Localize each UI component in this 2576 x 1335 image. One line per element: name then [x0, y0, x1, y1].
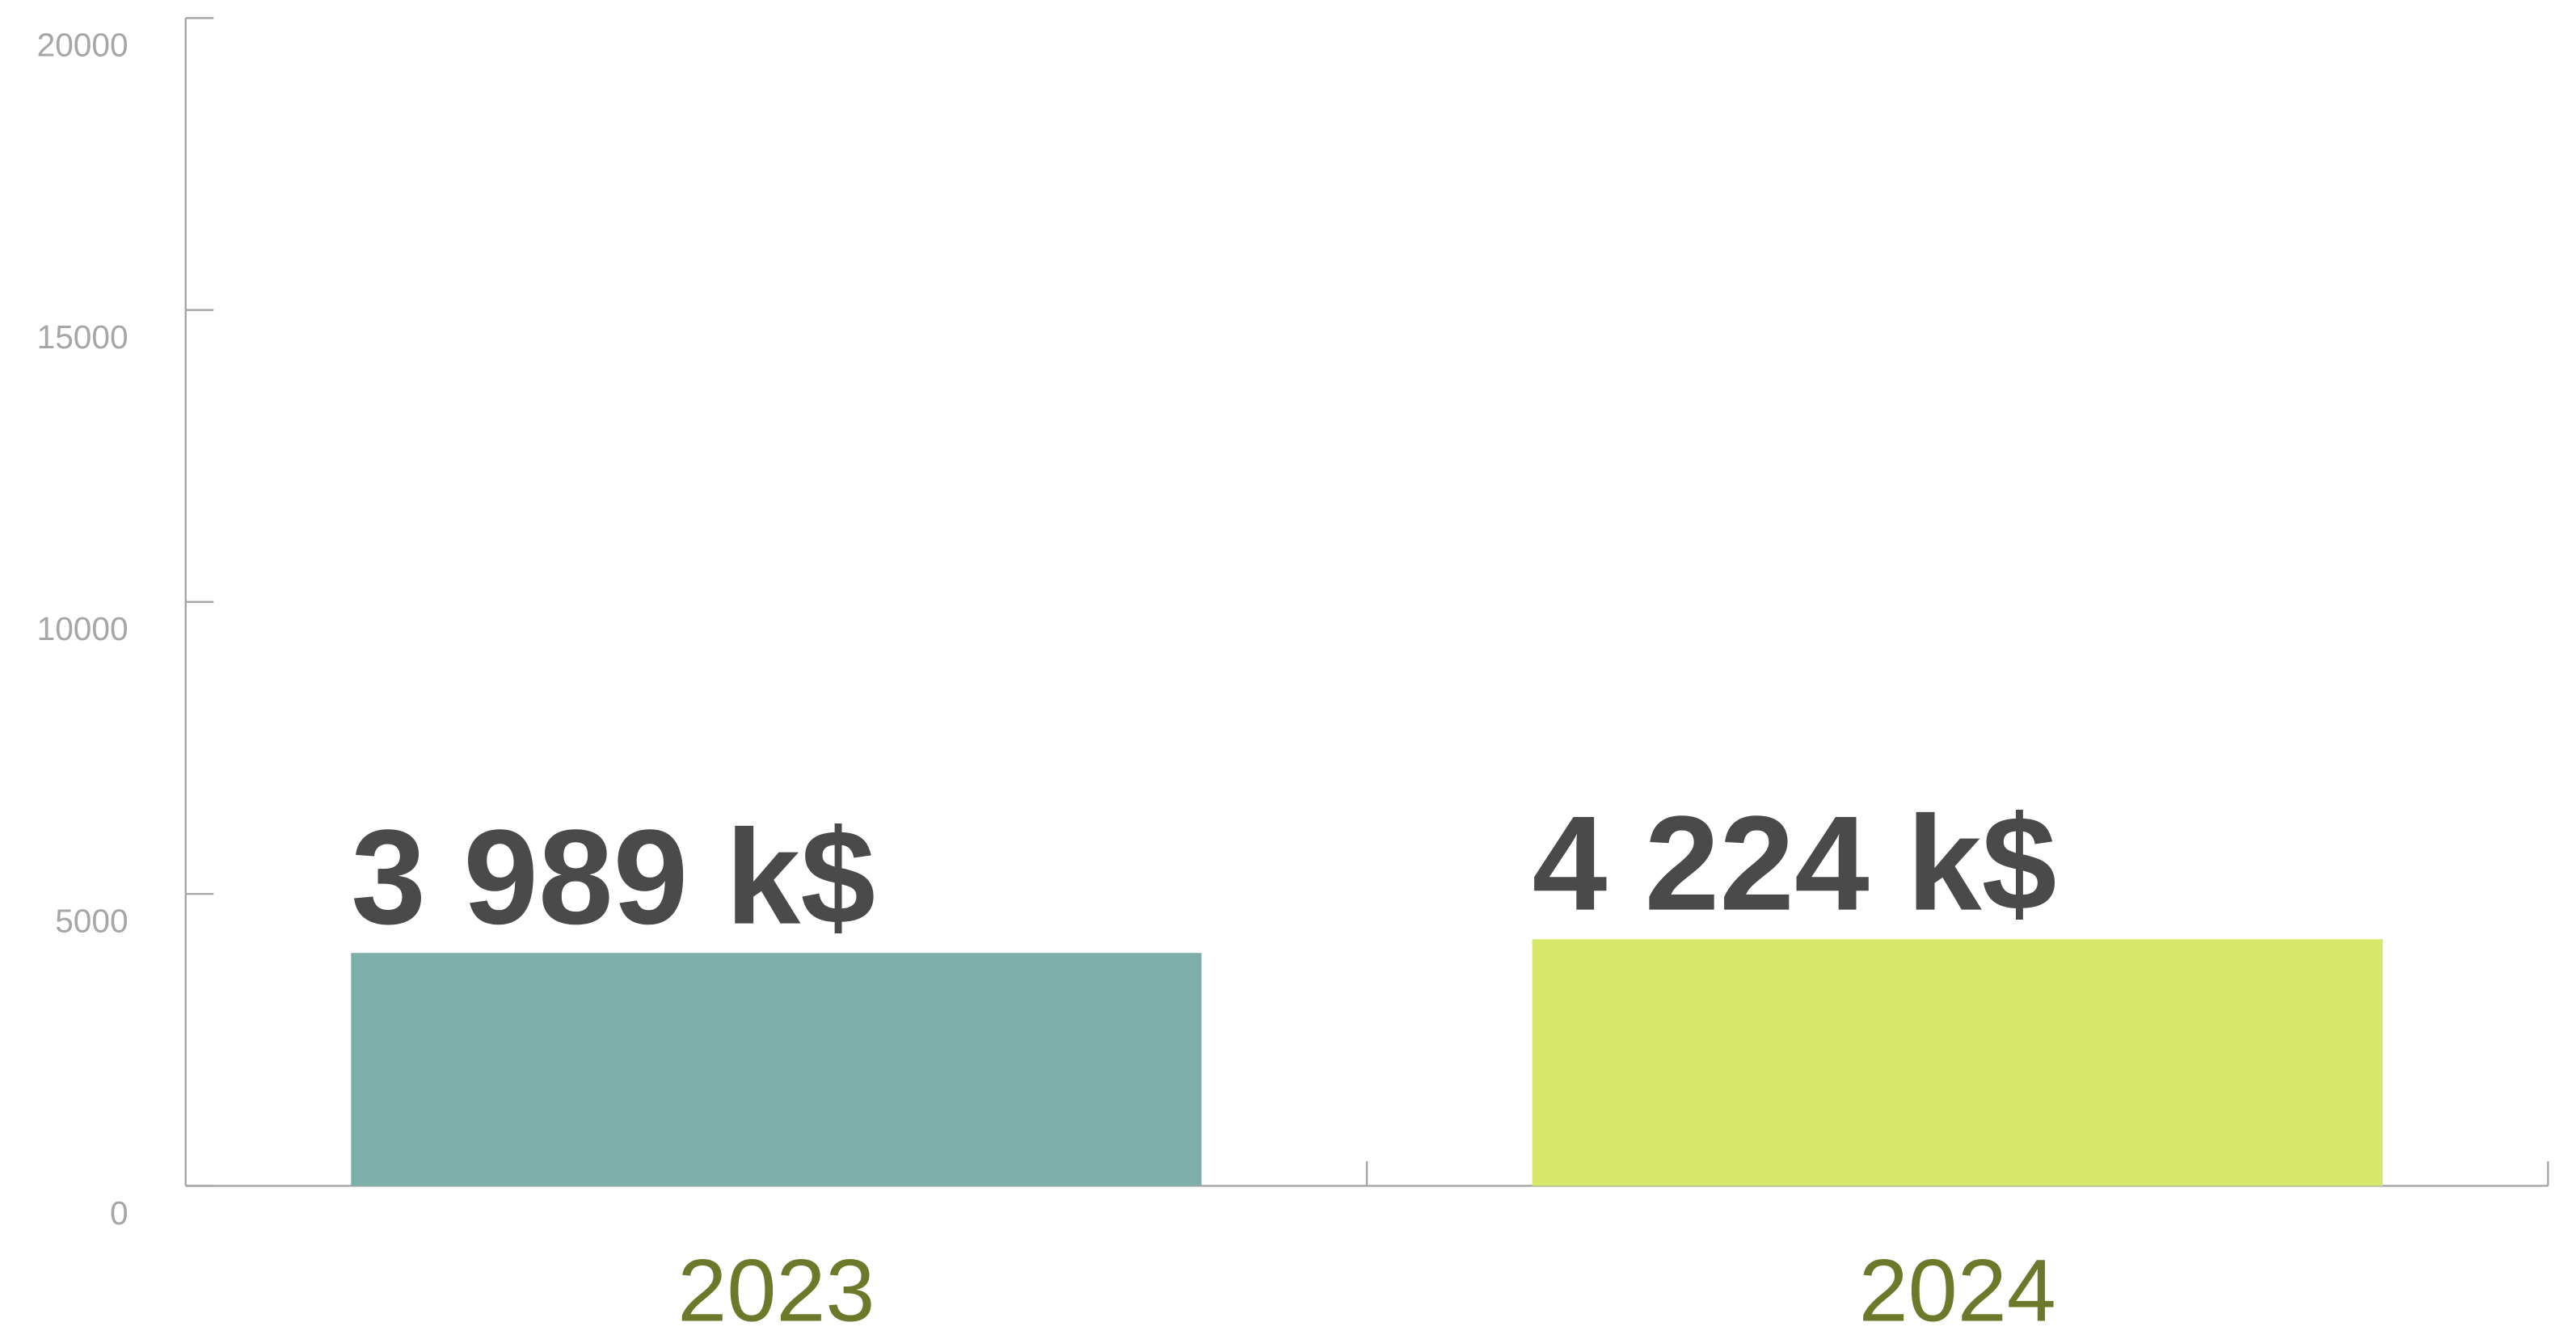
y-tick-label: 10000	[37, 610, 129, 647]
x-tick-label: 2024	[1859, 1242, 2056, 1335]
y-tick-label: 0	[110, 1194, 129, 1232]
y-tick-label: 5000	[55, 902, 128, 939]
value-label: 3 989 k$	[351, 802, 875, 953]
y-tick-label: 20000	[37, 27, 129, 64]
y-tick-label: 15000	[37, 318, 129, 356]
x-tick-label: 2023	[677, 1242, 875, 1335]
bar	[351, 953, 1202, 1186]
value-label: 4 224 k$	[1533, 789, 2057, 939]
bar	[1532, 939, 2383, 1186]
